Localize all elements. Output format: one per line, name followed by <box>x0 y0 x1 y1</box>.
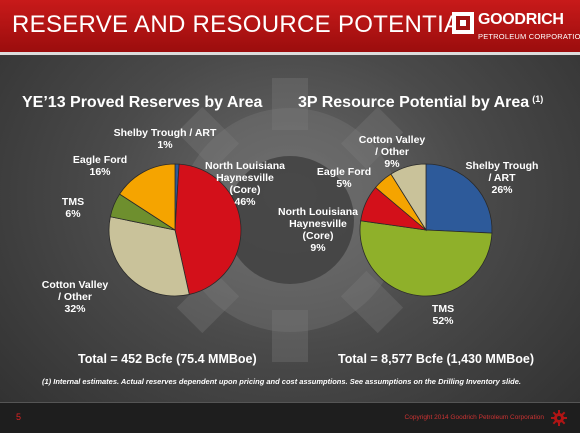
label-3p-cotton-valley-line2: / Other <box>375 146 409 158</box>
label-3p-haynesville-line2: Haynesville <box>289 218 347 230</box>
label-proved-haynesville-value: 46% <box>234 196 256 208</box>
label-proved-cotton-valley-line2: / Other <box>58 291 92 303</box>
label-3p-haynesville: North Louisiana Haynesville (Core) 9% <box>278 206 358 254</box>
label-3p-haynesville-line1: North Louisiana <box>278 206 358 218</box>
total-proved: Total = 452 Bcfe (75.4 MMBoe) <box>78 352 257 366</box>
label-3p-tms: TMS 52% <box>432 303 454 327</box>
label-proved-haynesville-line3: (Core) <box>229 184 261 196</box>
label-3p-eagle-ford-value: 5% <box>336 178 352 190</box>
label-3p-shelby: Shelby Trough / ART 26% <box>466 160 539 196</box>
label-3p-shelby-line2: / ART <box>488 172 516 184</box>
slide-title: RESERVE AND RESOURCE POTENTIAL <box>12 11 474 38</box>
label-proved-tms-value: 6% <box>65 208 81 220</box>
label-proved-haynesville-line2: Haynesville <box>216 172 274 184</box>
label-proved-eagle-ford: Eagle Ford 16% <box>73 154 127 178</box>
label-3p-shelby-value: 26% <box>491 184 513 196</box>
label-proved-haynesville-line1: North Louisiana <box>205 160 285 172</box>
footer-gear-icon <box>551 410 567 426</box>
label-3p-cotton-valley: Cotton Valley / Other 9% <box>359 134 426 170</box>
logo-name: GOODRICH <box>478 11 564 28</box>
label-proved-tms: TMS 6% <box>62 196 84 220</box>
label-proved-tms-name: TMS <box>61 196 85 208</box>
pie-slice-eagle-ford <box>119 163 176 231</box>
chart-title-proved: YE’13 Proved Reserves by Area <box>22 94 262 112</box>
pie-slice-cotton-valley-other <box>390 163 427 232</box>
label-proved-haynesville: North Louisiana Haynesville (Core) 46% <box>205 160 285 208</box>
logo-mark-icon <box>452 12 474 34</box>
pie-slice-tms <box>359 220 493 297</box>
label-proved-cotton-valley-value: 32% <box>64 303 86 315</box>
pie-chart-3p <box>359 163 493 297</box>
label-proved-eagle-ford-name: Eagle Ford <box>72 154 128 166</box>
chart-title-3p-text: 3P Resource Potential by Area <box>298 94 530 111</box>
label-3p-cotton-valley-value: 9% <box>384 158 400 170</box>
label-proved-shelby-name: Shelby Trough / ART <box>113 127 217 139</box>
copyright-text: Copyright 2014 Goodrich Petroleum Corpor… <box>404 414 544 421</box>
pie-slice-shelby-trough-art <box>425 163 493 234</box>
header-divider <box>0 52 580 55</box>
chart-title-footnote-mark: (1) <box>532 94 544 104</box>
label-proved-cotton-valley: Cotton Valley / Other 32% <box>42 279 109 315</box>
chart-title-3p: 3P Resource Potential by Area (1) <box>298 94 543 112</box>
logo-subtitle: PETROLEUM CORPORATION <box>478 32 580 41</box>
pie-slice-cotton-valley-other <box>108 216 190 297</box>
header-bar: RESERVE AND RESOURCE POTENTIAL GOODRICH … <box>0 0 580 52</box>
label-3p-tms-name: TMS <box>431 303 455 315</box>
label-proved-shelby: Shelby Trough / ART 1% <box>114 127 217 151</box>
footer-bar: 5 Copyright 2014 Goodrich Petroleum Corp… <box>0 402 580 433</box>
chart-title-proved-text: YE’13 Proved Reserves by Area <box>22 94 263 111</box>
pie-slice-north-louisiana-haynesville-core <box>174 163 242 295</box>
label-3p-eagle-ford-name: Eagle Ford <box>316 166 372 178</box>
label-3p-shelby-line1: Shelby Trough <box>465 160 539 172</box>
pie-chart-proved <box>108 163 242 297</box>
label-proved-shelby-value: 1% <box>157 139 173 151</box>
label-3p-cotton-valley-line1: Cotton Valley <box>358 134 426 146</box>
label-3p-tms-value: 52% <box>432 315 454 327</box>
page-number: 5 <box>16 412 22 422</box>
label-3p-eagle-ford: Eagle Ford 5% <box>317 166 371 190</box>
label-proved-cotton-valley-line1: Cotton Valley <box>41 279 109 291</box>
label-3p-haynesville-line3: (Core) <box>302 230 334 242</box>
label-proved-eagle-ford-value: 16% <box>89 166 111 178</box>
total-3p: Total = 8,577 Bcfe (1,430 MMBoe) <box>338 352 535 366</box>
company-logo: GOODRICH PETROLEUM CORPORATION <box>452 10 580 44</box>
label-3p-haynesville-value: 9% <box>310 242 326 254</box>
footnote: (1) Internal estimates. Actual reserves … <box>42 377 521 386</box>
